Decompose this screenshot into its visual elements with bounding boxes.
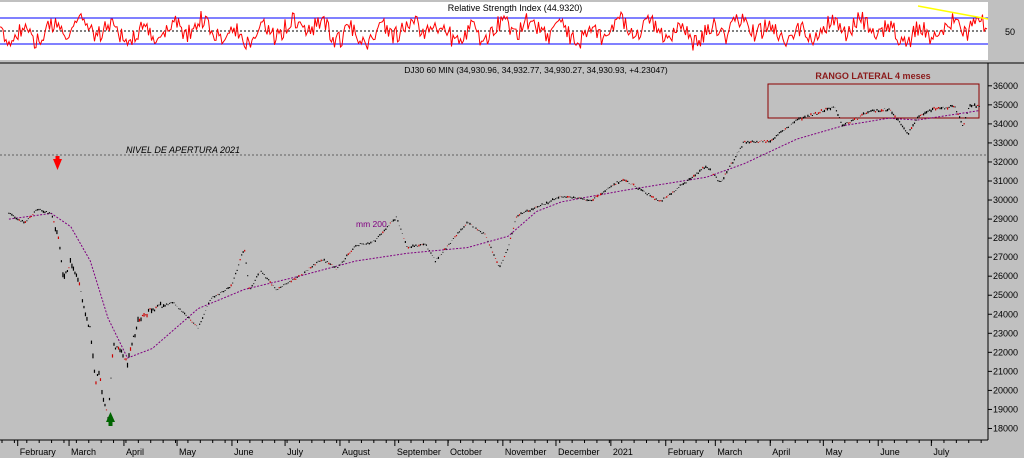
price-title: DJ30 60 MIN (34,930.96, 34,932.77, 34,93… bbox=[404, 65, 668, 75]
price-tick-label: 23000 bbox=[993, 328, 1018, 338]
month-label: February bbox=[668, 447, 705, 457]
month-label: April bbox=[126, 447, 144, 457]
month-label: July bbox=[287, 447, 304, 457]
green-up-arrow-icon bbox=[106, 412, 115, 422]
month-label: August bbox=[342, 447, 371, 457]
price-tick-label: 20000 bbox=[993, 385, 1018, 395]
price-tick-label: 22000 bbox=[993, 347, 1018, 357]
month-label: March bbox=[717, 447, 742, 457]
rsi-trendline bbox=[917, 5, 989, 20]
price-panel: NIVEL DE APERTURA 2021 DJ30 60 MIN (34,9… bbox=[0, 63, 1018, 440]
month-label: May bbox=[825, 447, 843, 457]
range-label: RANGO LATERAL 4 meses bbox=[815, 71, 930, 81]
rsi-line bbox=[0, 10, 988, 51]
rsi-tick-label: 50 bbox=[1005, 27, 1015, 37]
price-tick-label: 30000 bbox=[993, 195, 1018, 205]
month-label: June bbox=[234, 447, 254, 457]
month-label: October bbox=[450, 447, 482, 457]
price-axis: 18000 19000 20000 21000 22000 23000 24000 25000… bbox=[988, 81, 1018, 433]
ma200-label: mm 200 bbox=[356, 219, 387, 229]
price-tick-label: 32000 bbox=[993, 157, 1018, 167]
month-label: September bbox=[397, 447, 441, 457]
opening-level-label: NIVEL DE APERTURA 2021 bbox=[126, 145, 240, 155]
price-tick-label: 35000 bbox=[993, 100, 1018, 110]
month-label: 2021 bbox=[613, 447, 633, 457]
month-label: June bbox=[880, 447, 900, 457]
red-down-arrow-icon bbox=[53, 159, 62, 170]
price-tick-label: 24000 bbox=[993, 309, 1018, 319]
month-label: February bbox=[20, 447, 57, 457]
month-label: December bbox=[558, 447, 600, 457]
price-tick-label: 26000 bbox=[993, 271, 1018, 281]
price-tick-label: 21000 bbox=[993, 366, 1018, 376]
price-tick-label: 33000 bbox=[993, 138, 1018, 148]
price-tick-label: 28000 bbox=[993, 233, 1018, 243]
price-tick-label: 29000 bbox=[993, 214, 1018, 224]
rsi-panel: Relative Strength Index (44.9320) 50 bbox=[0, 2, 1015, 60]
x-axis-strip bbox=[0, 440, 1024, 458]
green-up-arrow-shaft bbox=[108, 421, 113, 426]
month-label: April bbox=[772, 447, 790, 457]
price-tick-label: 36000 bbox=[993, 81, 1018, 91]
month-label: July bbox=[933, 447, 950, 457]
x-axis: February March April May June July August Septe… bbox=[1, 440, 982, 457]
rsi-title: Relative Strength Index (44.9320) bbox=[448, 3, 583, 13]
price-tick-label: 18000 bbox=[993, 423, 1018, 433]
month-label: March bbox=[71, 447, 96, 457]
price-tick-label: 31000 bbox=[993, 176, 1018, 186]
price-tick-label: 34000 bbox=[993, 119, 1018, 129]
red-down-arrow-shaft bbox=[55, 156, 60, 161]
price-tick-label: 27000 bbox=[993, 252, 1018, 262]
price-tick-label: 19000 bbox=[993, 404, 1018, 414]
range-box bbox=[767, 83, 980, 119]
price-bars bbox=[8, 103, 980, 420]
month-label: May bbox=[179, 447, 197, 457]
price-tick-label: 25000 bbox=[993, 290, 1018, 300]
month-label: November bbox=[505, 447, 547, 457]
